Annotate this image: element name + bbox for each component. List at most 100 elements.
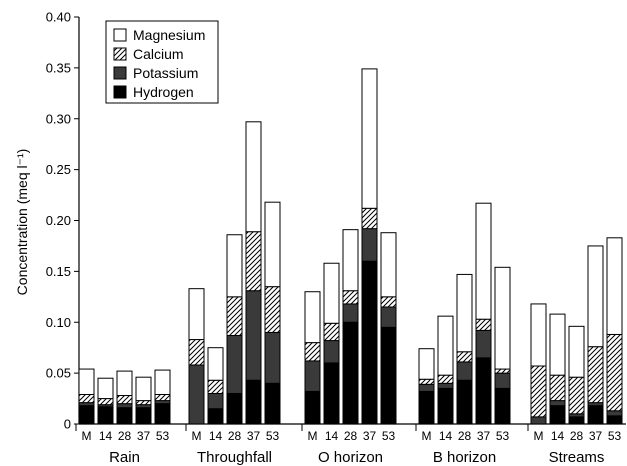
bar-segment-calcium [494, 368, 511, 374]
bar-label: M [534, 429, 544, 443]
bar-label: 14 [439, 429, 453, 443]
bar-label: 37 [247, 429, 261, 443]
bar-label: 37 [477, 429, 491, 443]
bar-segment-potassium [380, 306, 397, 328]
legend-swatch-hydrogen [113, 85, 127, 99]
bar-segment-calcium [226, 296, 243, 336]
bar-segment-potassium [245, 290, 262, 381]
bar-segment-magnesium [456, 273, 473, 353]
bar-label: 53 [608, 429, 622, 443]
bar-segment-calcium [78, 393, 95, 404]
bar-label: 14 [209, 429, 223, 443]
bar-segment-magnesium [437, 315, 454, 376]
bar-segment-hydrogen [494, 387, 511, 425]
bar-segment-potassium [530, 416, 547, 425]
bar-label: 53 [156, 429, 170, 443]
bar-segment-calcium [437, 374, 454, 384]
y-tick-label: 0.30 [46, 111, 71, 126]
bar-segment-calcium [475, 318, 492, 331]
bar-segment-hydrogen [226, 392, 243, 425]
bar-label: M [308, 429, 318, 443]
bar-segment-hydrogen [154, 403, 171, 425]
bar-segment-hydrogen [78, 405, 95, 425]
bar-segment-potassium [549, 400, 566, 407]
bar-segment-calcium [304, 342, 321, 362]
bar-segment-calcium [530, 365, 547, 418]
bar-segment-magnesium [361, 68, 378, 209]
bar-segment-hydrogen [549, 405, 566, 425]
bar-segment-magnesium [587, 245, 604, 348]
legend-label: Magnesium [133, 27, 205, 43]
bar-label: 28 [344, 429, 358, 443]
bar-segment-magnesium [475, 202, 492, 320]
bar-segment-hydrogen [264, 382, 281, 425]
bar-segment-magnesium [342, 229, 359, 292]
y-tick-label: 0.05 [46, 366, 71, 381]
bar-label: 28 [570, 429, 584, 443]
bar-segment-magnesium [154, 369, 171, 395]
bar-segment-calcium [188, 339, 205, 366]
y-tick-label: 0.20 [46, 213, 71, 228]
plot-area: 0 0.05 0.10 0.15 0.20 0.25 0.30 0.35 0.40 M 14 28 37… [46, 10, 626, 466]
bar-segment-potassium [437, 382, 454, 389]
bar-segment-potassium [264, 331, 281, 384]
bar-segment-magnesium [606, 237, 623, 335]
bar-segment-potassium [456, 361, 473, 381]
bar-segment-calcium [456, 351, 473, 363]
group-label: Rain [109, 449, 140, 466]
bar-segment-hydrogen [475, 357, 492, 425]
bar-label: M [82, 429, 92, 443]
bar-segment-calcium [323, 322, 340, 342]
bar-segment-calcium [264, 286, 281, 333]
bar-segment-magnesium [78, 368, 95, 395]
bar-segment-magnesium [116, 370, 133, 397]
bar-segment-magnesium [380, 232, 397, 298]
bar-segment-calcium [587, 346, 604, 404]
y-tick-label: 0.35 [46, 60, 71, 75]
y-tick-label: 0.15 [46, 264, 71, 279]
bar-segment-hydrogen [245, 379, 262, 425]
group-label: Throughfall [197, 449, 272, 466]
bar-label: 28 [228, 429, 242, 443]
legend-swatch-potassium [113, 66, 127, 80]
group-label: Streams [549, 449, 605, 466]
bar-segment-magnesium [568, 325, 585, 378]
y-tick-label: 0.25 [46, 162, 71, 177]
bar-segment-calcium [549, 374, 566, 402]
bar-segment-calcium [342, 290, 359, 305]
bar-segment-calcium [116, 395, 133, 405]
bar-segment-hydrogen [207, 408, 224, 425]
bar-segment-magnesium [97, 377, 114, 400]
bar-segment-magnesium [304, 291, 321, 344]
bar-label: 14 [325, 429, 339, 443]
bar-segment-calcium [135, 400, 152, 406]
bar-segment-hydrogen [587, 405, 604, 425]
bar-segment-calcium [207, 379, 224, 394]
bar-segment-calcium [361, 207, 378, 230]
legend-label: Potassium [133, 65, 198, 81]
bar-segment-potassium [116, 403, 133, 409]
bar-label: 53 [382, 429, 396, 443]
bar-label: 28 [118, 429, 132, 443]
bar-segment-magnesium [188, 288, 205, 341]
bar-segment-potassium [475, 329, 492, 359]
bar-segment-potassium [207, 392, 224, 410]
y-axis-title: Concentration (meq l⁻¹) [14, 149, 30, 296]
bar-segment-potassium [304, 360, 321, 392]
bar-segment-magnesium [494, 266, 511, 370]
bar-segment-potassium [188, 364, 205, 425]
bar-segment-hydrogen [361, 260, 378, 425]
group-label: O horizon [318, 449, 383, 466]
bar-segment-potassium [342, 303, 359, 323]
bar-segment-hydrogen [342, 321, 359, 425]
bar-segment-hydrogen [606, 415, 623, 425]
bar-label: 53 [266, 429, 280, 443]
bar-segment-calcium [418, 378, 435, 385]
bar-segment-hydrogen [97, 406, 114, 425]
bar-segment-hydrogen [437, 387, 454, 425]
bar-segment-calcium [568, 376, 585, 415]
bar-segment-magnesium [135, 376, 152, 402]
bar-segment-hydrogen [135, 407, 152, 425]
bar-label: 37 [137, 429, 151, 443]
